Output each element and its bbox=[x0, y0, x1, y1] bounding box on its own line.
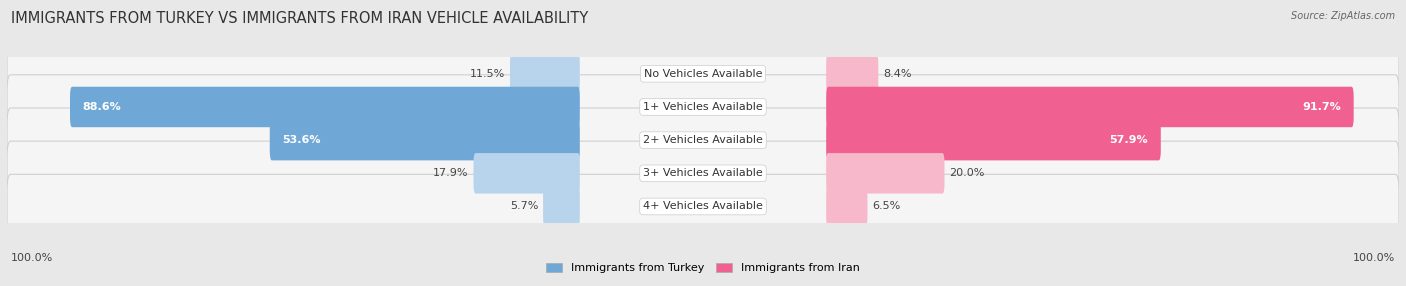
FancyBboxPatch shape bbox=[510, 53, 579, 94]
FancyBboxPatch shape bbox=[827, 120, 1161, 160]
FancyBboxPatch shape bbox=[827, 87, 1354, 127]
Text: 100.0%: 100.0% bbox=[11, 253, 53, 263]
Text: 17.9%: 17.9% bbox=[433, 168, 468, 178]
Text: 20.0%: 20.0% bbox=[949, 168, 984, 178]
FancyBboxPatch shape bbox=[543, 186, 579, 227]
Text: 53.6%: 53.6% bbox=[283, 135, 321, 145]
Text: 3+ Vehicles Available: 3+ Vehicles Available bbox=[643, 168, 763, 178]
Text: 4+ Vehicles Available: 4+ Vehicles Available bbox=[643, 202, 763, 211]
FancyBboxPatch shape bbox=[827, 53, 879, 94]
Text: 1+ Vehicles Available: 1+ Vehicles Available bbox=[643, 102, 763, 112]
Text: Source: ZipAtlas.com: Source: ZipAtlas.com bbox=[1291, 11, 1395, 21]
Text: 100.0%: 100.0% bbox=[1353, 253, 1395, 263]
Text: 91.7%: 91.7% bbox=[1302, 102, 1341, 112]
Text: 8.4%: 8.4% bbox=[883, 69, 911, 79]
Text: 2+ Vehicles Available: 2+ Vehicles Available bbox=[643, 135, 763, 145]
FancyBboxPatch shape bbox=[827, 186, 868, 227]
FancyBboxPatch shape bbox=[7, 174, 1399, 239]
FancyBboxPatch shape bbox=[270, 120, 579, 160]
FancyBboxPatch shape bbox=[70, 87, 579, 127]
FancyBboxPatch shape bbox=[7, 75, 1399, 139]
Text: 57.9%: 57.9% bbox=[1109, 135, 1149, 145]
Text: No Vehicles Available: No Vehicles Available bbox=[644, 69, 762, 79]
FancyBboxPatch shape bbox=[7, 108, 1399, 172]
Text: 88.6%: 88.6% bbox=[83, 102, 121, 112]
FancyBboxPatch shape bbox=[827, 153, 945, 194]
FancyBboxPatch shape bbox=[7, 41, 1399, 106]
Text: 5.7%: 5.7% bbox=[510, 202, 538, 211]
Text: 11.5%: 11.5% bbox=[470, 69, 505, 79]
Legend: Immigrants from Turkey, Immigrants from Iran: Immigrants from Turkey, Immigrants from … bbox=[541, 259, 865, 278]
Text: IMMIGRANTS FROM TURKEY VS IMMIGRANTS FROM IRAN VEHICLE AVAILABILITY: IMMIGRANTS FROM TURKEY VS IMMIGRANTS FRO… bbox=[11, 11, 589, 26]
Text: 6.5%: 6.5% bbox=[872, 202, 901, 211]
FancyBboxPatch shape bbox=[474, 153, 579, 194]
FancyBboxPatch shape bbox=[7, 141, 1399, 206]
